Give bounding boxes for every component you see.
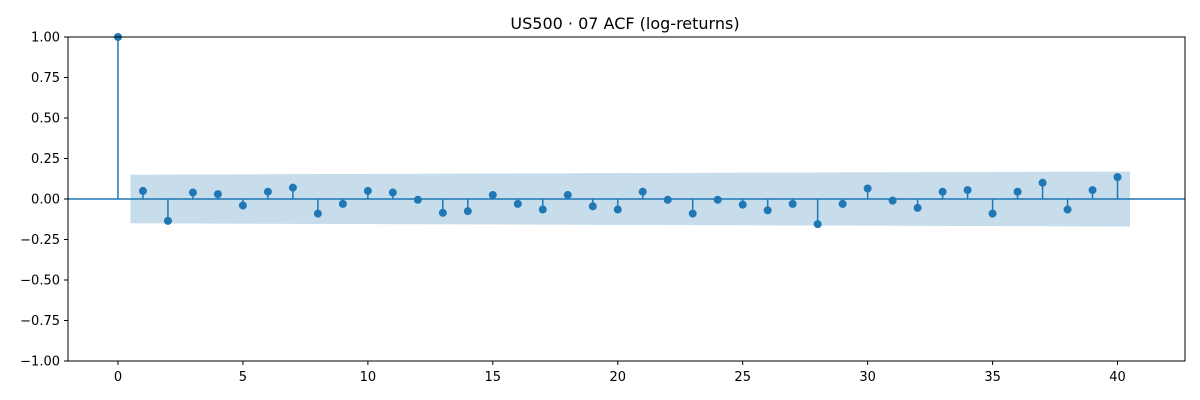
- acf-point-lag-38: [1063, 205, 1072, 214]
- acf-point-lag-27: [788, 199, 797, 208]
- acf-point-lag-37: [1038, 178, 1047, 187]
- acf-point-lag-26: [763, 206, 772, 215]
- acf-point-lag-5: [238, 201, 247, 210]
- acf-point-lag-12: [413, 195, 422, 204]
- acf-point-lag-2: [163, 216, 172, 225]
- x-tick-label: 40: [1109, 370, 1126, 385]
- acf-point-lag-35: [988, 209, 997, 218]
- y-tick-label: 0.50: [31, 112, 60, 127]
- acf-point-lag-9: [338, 199, 347, 208]
- acf-point-lag-36: [1013, 187, 1022, 196]
- acf-point-lag-6: [263, 187, 272, 196]
- acf-point-lag-20: [613, 205, 622, 214]
- acf-point-lag-21: [638, 187, 647, 196]
- y-tick-label: −1.00: [20, 355, 60, 370]
- acf-point-lag-34: [963, 186, 972, 195]
- x-tick-label: 15: [485, 370, 502, 385]
- acf-point-lag-30: [863, 184, 872, 193]
- acf-point-lag-16: [513, 199, 522, 208]
- y-tick-label: −0.75: [20, 314, 60, 329]
- acf-point-lag-28: [813, 220, 822, 229]
- x-tick-label: 0: [114, 370, 122, 385]
- acf-point-lag-14: [463, 207, 472, 216]
- y-tick-label: 1.00: [31, 31, 60, 46]
- x-tick-label: 5: [239, 370, 247, 385]
- acf-point-lag-31: [888, 196, 897, 205]
- acf-point-lag-39: [1088, 186, 1097, 195]
- acf-point-lag-24: [713, 195, 722, 204]
- acf-point-lag-23: [688, 209, 697, 218]
- acf-point-lag-11: [388, 188, 397, 197]
- markers-layer: [113, 33, 1122, 229]
- acf-point-lag-33: [938, 187, 947, 196]
- acf-point-lag-10: [363, 186, 372, 195]
- acf-point-lag-4: [213, 190, 222, 199]
- y-tick-label: 0.25: [31, 152, 60, 167]
- chart-title: US500 · 07 ACF (log-returns): [510, 14, 739, 33]
- acf-point-lag-13: [438, 208, 447, 217]
- x-ticks-layer: 0 5 10 15 20 25 30 35 40: [114, 361, 1126, 385]
- acf-point-lag-17: [538, 205, 547, 214]
- x-tick-label: 20: [609, 370, 626, 385]
- x-tick-label: 10: [360, 370, 377, 385]
- x-tick-label: 35: [984, 370, 1001, 385]
- y-tick-label: 0.75: [31, 71, 60, 86]
- acf-point-lag-8: [313, 209, 322, 218]
- acf-point-lag-15: [488, 190, 497, 199]
- acf-point-lag-32: [913, 203, 922, 212]
- y-tick-label: 0.00: [31, 193, 60, 208]
- acf-point-lag-7: [288, 183, 297, 192]
- x-tick-label: 25: [734, 370, 751, 385]
- y-tick-label: −0.50: [20, 274, 60, 289]
- y-tick-label: −0.25: [20, 233, 60, 248]
- acf-point-lag-1: [138, 186, 147, 195]
- y-ticks-layer: −1.00 −0.75 −0.50 −0.25 0.00 0.25 0.50 0.75 1.00: [20, 31, 68, 370]
- acf-point-lag-22: [663, 195, 672, 204]
- acf-point-lag-18: [563, 190, 572, 199]
- acf-point-lag-29: [838, 199, 847, 208]
- acf-point-lag-40: [1113, 173, 1122, 182]
- acf-point-lag-3: [188, 188, 197, 197]
- x-tick-label: 30: [859, 370, 876, 385]
- acf-point-lag-19: [588, 202, 597, 211]
- acf-point-lag-25: [738, 200, 747, 209]
